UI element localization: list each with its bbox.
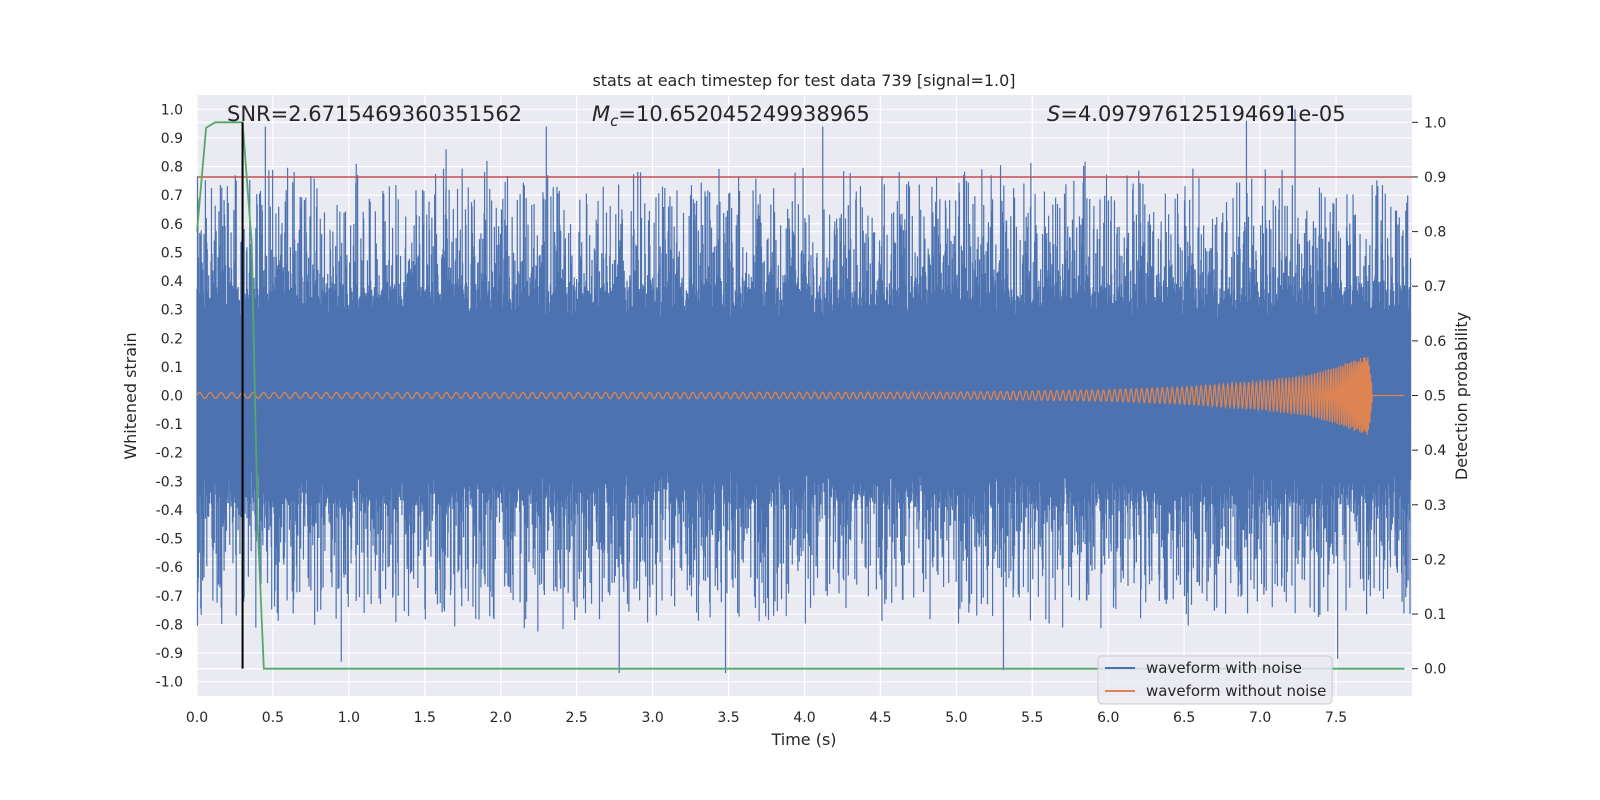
- y-tick-label: -0.4: [156, 503, 183, 519]
- x-tick-label: 3.0: [641, 710, 663, 726]
- y-right-tick-label: 0.3: [1424, 498, 1446, 514]
- y-tick-label: -0.6: [156, 560, 183, 576]
- y-tick-label: 0.0: [161, 389, 183, 405]
- x-tick-label: 1.5: [414, 710, 436, 726]
- y-tick-label: 0.6: [161, 217, 183, 233]
- y-right-tick-label: 0.0: [1424, 662, 1446, 678]
- chart-title: stats at each timestep for test data 739…: [592, 71, 1015, 90]
- chirp-mass-annotation: Mc=10.652045249938965: [592, 102, 870, 130]
- x-axis-label: Time (s): [770, 730, 836, 749]
- x-tick-label: 7.0: [1249, 710, 1271, 726]
- y-right-tick-label: 0.6: [1424, 334, 1446, 350]
- x-tick-label: 2.5: [566, 710, 588, 726]
- legend: waveform with noise waveform without noi…: [1097, 655, 1333, 705]
- y-tick-label: 0.4: [161, 274, 183, 290]
- snr-annotation: SNR=2.6715469360351562: [227, 102, 522, 126]
- y-tick-label: -1.0: [156, 675, 183, 691]
- x-tick-label: 4.0: [793, 710, 815, 726]
- series-waveform-without-noise: [196, 357, 1405, 435]
- s-annotation: S=4.097976125194691e-05: [1047, 102, 1346, 126]
- y-right-tick-label: 1.0: [1424, 115, 1446, 131]
- y-right-tick-label: 0.9: [1424, 170, 1446, 186]
- chirp-mass-value: =10.652045249938965: [618, 102, 869, 126]
- chirp-mass-subscript: c: [610, 112, 619, 130]
- y-right-tick-label: 0.4: [1424, 443, 1446, 459]
- y-tick-label: -0.5: [156, 532, 183, 548]
- y-tick-label: -0.1: [156, 417, 183, 433]
- x-tick-label: 1.0: [338, 710, 360, 726]
- y-tick-label: 0.3: [161, 303, 183, 319]
- y-right-tick-label: 0.7: [1424, 279, 1446, 295]
- chirp-mass-symbol: M: [592, 102, 610, 126]
- x-tick-label: 3.5: [717, 710, 739, 726]
- x-tick-label: 6.5: [1173, 710, 1195, 726]
- series-detection-probability: [196, 121, 1405, 670]
- x-tick-label: 5.0: [945, 710, 967, 726]
- y-tick-label: 0.9: [161, 131, 183, 147]
- y-tick-label: 0.7: [161, 188, 183, 204]
- x-tick-label: 0.5: [262, 710, 284, 726]
- y-tick-label: -0.2: [156, 446, 183, 462]
- s-symbol: S: [1047, 102, 1060, 126]
- y-tick-label: 0.5: [161, 245, 183, 261]
- data-layer: [196, 109, 1412, 674]
- y-tick-label: -0.7: [156, 589, 183, 605]
- y-tick-label: 0.1: [161, 360, 183, 376]
- y-tick-label: -0.9: [156, 646, 183, 662]
- y-axis-ticks: -1.0 -0.9 -0.8 -0.7 -0.6 -0.5 -0.4 -0.3 -0.2 -0.1…: [156, 102, 183, 690]
- y-tick-label: 1.0: [161, 102, 183, 118]
- y-axis-label: Whitened strain: [121, 332, 140, 459]
- y-right-tick-label: 0.2: [1424, 552, 1446, 568]
- legend-box: [1097, 655, 1333, 705]
- x-tick-label: 2.0: [490, 710, 512, 726]
- y-right-tick-label: 0.1: [1424, 607, 1446, 623]
- x-axis-ticks: 0.0 0.5 1.0 1.5 2.0 2.5 3.0 3.5 4.0 4.5 5.0 5.5 6.0 6…: [186, 710, 1347, 726]
- x-tick-label: 6.0: [1097, 710, 1119, 726]
- y-tick-label: -0.3: [156, 474, 183, 490]
- s-value: =4.097976125194691e-05: [1060, 102, 1345, 126]
- y-tick-label: 0.2: [161, 331, 183, 347]
- y-right-tick-label: 0.8: [1424, 225, 1446, 241]
- x-tick-label: 0.0: [186, 710, 208, 726]
- y-tick-label: 0.8: [161, 160, 183, 176]
- x-tick-label: 4.5: [869, 710, 891, 726]
- legend-label-clean: waveform without noise: [1146, 682, 1326, 700]
- y-right-tick-label: 0.5: [1424, 389, 1446, 405]
- x-tick-label: 7.5: [1325, 710, 1347, 726]
- x-tick-label: 5.5: [1021, 710, 1043, 726]
- y-axis-right-ticks: 0.0 0.1 0.2 0.3 0.4 0.5 0.6 0.7 0.8 0.9 1.0: [1412, 115, 1446, 678]
- y-tick-label: -0.8: [156, 617, 183, 633]
- y-axis-right-label: Detection probability: [1452, 312, 1471, 480]
- legend-label-noise: waveform with noise: [1146, 659, 1302, 677]
